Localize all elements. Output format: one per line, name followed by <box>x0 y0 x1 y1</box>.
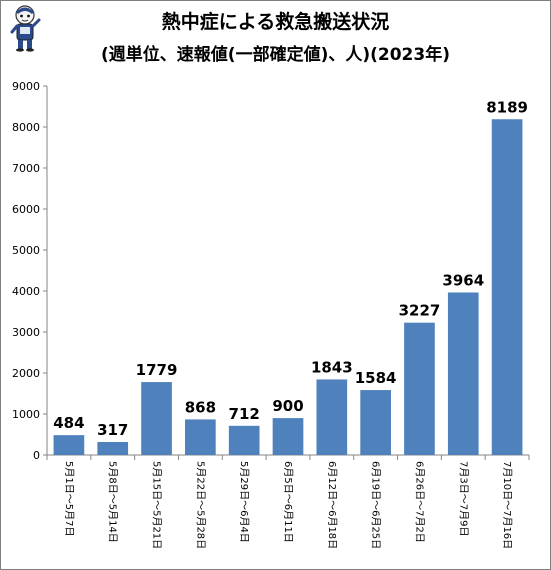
x-tick-label: 6月5日～6月11日 <box>282 461 294 543</box>
y-tick-label: 4000 <box>12 285 40 298</box>
bar <box>360 390 391 455</box>
y-tick-label: 0 <box>33 449 40 462</box>
y-tick-label: 2000 <box>12 367 40 380</box>
bar <box>404 322 435 455</box>
bar-series <box>53 119 523 455</box>
chart-subtitle: (週単位、速報値(一部確定値)、人)(2023年) <box>101 45 450 65</box>
y-tick-label: 3000 <box>12 326 40 339</box>
y-axis-ticks: 0 1000 2000 3000 4000 5000 6000 7000 8000 9000 <box>12 80 47 462</box>
y-tick-label: 1000 <box>12 408 40 421</box>
bar <box>141 382 172 455</box>
x-tick-label: 5月8日～5月14日 <box>107 461 119 543</box>
x-tick-label: 5月22日～5月28日 <box>194 461 206 549</box>
x-tick-label: 5月29日～6月4日 <box>238 461 250 543</box>
x-axis-ticks: 5月1日～5月7日 5月8日～5月14日 5月15日～5月21日 5月22日～5月28… <box>46 455 530 549</box>
data-label: 317 <box>97 421 128 439</box>
mascot-icon <box>10 5 41 52</box>
x-tick-label: 7月10日～7月16日 <box>501 461 513 549</box>
x-tick-label: 5月15日～5月21日 <box>151 461 163 549</box>
bar <box>447 292 479 455</box>
data-label: 1584 <box>355 369 397 387</box>
y-tick-label: 5000 <box>12 244 40 257</box>
chart-title: 熱中症による救急搬送状況 <box>161 11 390 33</box>
bar <box>491 119 523 455</box>
x-tick-label: 6月12日～6月18日 <box>326 461 338 549</box>
bar <box>228 425 260 455</box>
bar <box>97 442 129 455</box>
y-tick-label: 9000 <box>12 80 40 93</box>
data-label: 1779 <box>136 361 178 379</box>
bar <box>53 435 85 455</box>
bar <box>185 419 216 455</box>
y-tick-label: 6000 <box>12 203 40 216</box>
x-tick-label: 5月1日～5月7日 <box>63 461 75 536</box>
data-label: 900 <box>272 397 303 415</box>
data-label: 3227 <box>399 302 441 320</box>
bar <box>316 379 348 455</box>
data-label: 484 <box>53 414 84 432</box>
data-label: 3964 <box>442 271 484 289</box>
bar <box>272 418 304 455</box>
x-tick-label: 6月19日～6月25日 <box>370 461 382 549</box>
y-tick-label: 8000 <box>12 121 40 134</box>
x-tick-label: 6月26日～7月2日 <box>413 461 425 543</box>
data-label: 868 <box>185 398 216 416</box>
x-tick-label: 7月3日～7月9日 <box>457 461 469 536</box>
y-tick-label: 7000 <box>12 162 40 175</box>
data-label: 1843 <box>311 358 353 376</box>
data-label: 712 <box>229 405 260 423</box>
data-label: 8189 <box>486 98 528 116</box>
